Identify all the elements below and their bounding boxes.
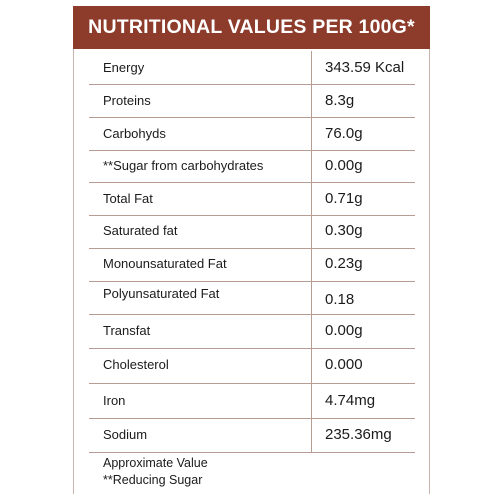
nutrient-value: 76.0g — [325, 125, 363, 142]
table-row: Carbohyds 76.0g — [74, 118, 429, 150]
table-row: Sodium 235.36mg — [74, 419, 429, 451]
footnote-line: Approximate Value — [103, 456, 208, 470]
row-divider — [89, 117, 415, 118]
nutrient-value: 343.59 Kcal — [325, 59, 405, 76]
table-row: Monounsaturated Fat 0.23g — [74, 248, 429, 280]
nutrient-value: 0.30g — [325, 222, 363, 239]
nutrient-name: Proteins — [103, 93, 151, 108]
nutrient-value: 0.00g — [325, 157, 363, 174]
table-row: Energy 343.59 Kcal — [74, 52, 429, 84]
table-row: Transfat 0.00g — [74, 315, 429, 347]
footnote: Approximate Value **Reducing Sugar — [103, 455, 208, 489]
row-divider — [89, 215, 415, 216]
row-divider — [89, 348, 415, 349]
table-header: NUTRITIONAL VALUES PER 100G* — [73, 6, 430, 49]
nutrition-panel — [73, 6, 430, 494]
nutrient-name: Monounsaturated Fat — [103, 256, 227, 271]
column-divider — [311, 51, 312, 452]
nutrient-name: Energy — [103, 60, 145, 75]
footnote-line: **Reducing Sugar — [103, 473, 203, 487]
table-row: Iron 4.74mg — [74, 385, 429, 417]
row-divider — [89, 314, 415, 315]
nutrient-value: 0.23g — [325, 255, 363, 272]
table-row: Polyunsaturated Fat 0.18 — [74, 281, 429, 313]
nutrient-name: Polyunsaturated Fat — [103, 286, 220, 301]
table-row: Cholesterol 0.000 — [74, 349, 429, 381]
row-divider — [89, 248, 415, 249]
nutrient-value: 0.000 — [325, 356, 363, 373]
nutrient-name: Cholesterol — [103, 357, 169, 372]
row-divider — [89, 84, 415, 85]
row-divider — [89, 182, 415, 183]
table-title: NUTRITIONAL VALUES PER 100G* — [88, 16, 415, 38]
table-row: **Sugar from carbohydrates 0.00g — [74, 150, 429, 182]
nutrient-value: 235.36mg — [325, 426, 392, 443]
nutrient-name: Carbohyds — [103, 126, 166, 141]
row-divider — [89, 281, 415, 282]
table-row: Proteins 8.3g — [74, 85, 429, 117]
nutrient-name: Transfat — [103, 323, 151, 338]
nutrient-name: **Sugar from carbohydrates — [103, 158, 264, 173]
nutrient-name: Sodium — [103, 427, 148, 442]
nutrient-name: Total Fat — [103, 191, 153, 206]
row-divider — [89, 383, 415, 384]
nutrient-value: 4.74mg — [325, 392, 376, 409]
nutrient-name: Iron — [103, 393, 126, 408]
nutrient-value: 0.71g — [325, 190, 363, 207]
nutrient-value: 8.3g — [325, 92, 355, 109]
row-divider — [89, 150, 415, 151]
row-divider — [89, 418, 415, 419]
nutrient-value: 0.18 — [325, 291, 355, 308]
row-divider — [89, 452, 415, 453]
nutrient-name: Saturated fat — [103, 223, 178, 238]
table-row: Saturated fat 0.30g — [74, 215, 429, 247]
nutrient-value: 0.00g — [325, 322, 363, 339]
table-row: Total Fat 0.71g — [74, 183, 429, 215]
